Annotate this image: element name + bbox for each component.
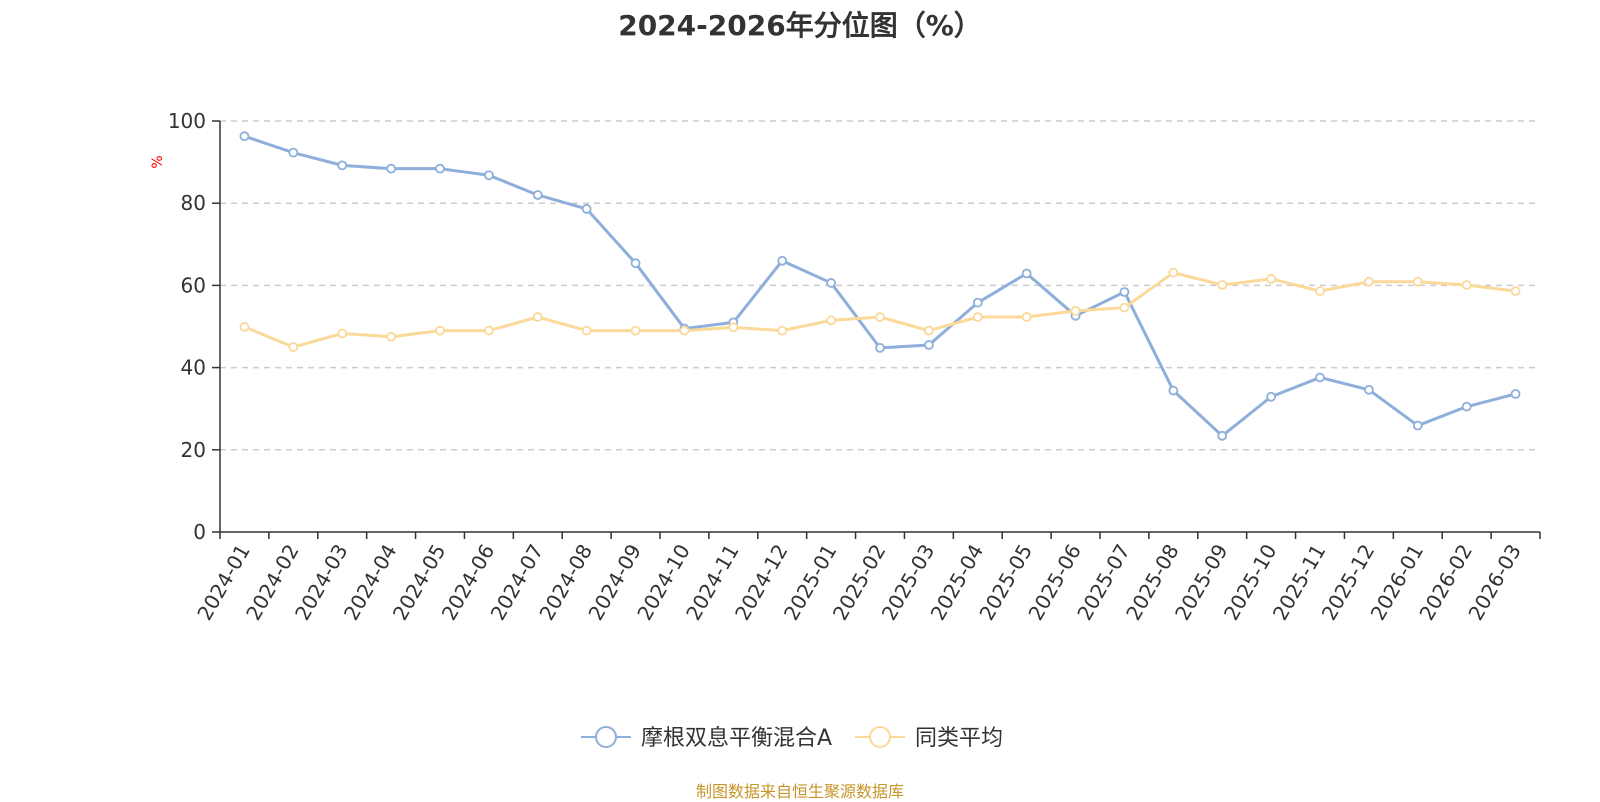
legend-label: 摩根双息平衡混合A: [641, 726, 832, 751]
data-point: [1461, 401, 1472, 412]
y-tick-label: 80: [181, 191, 206, 215]
data-point: [435, 163, 445, 174]
data-point: [1119, 287, 1130, 297]
series-line-1: [243, 271, 1516, 349]
source-note: 制图数据来自恒生聚源数据库: [695, 782, 904, 801]
chart-title: 2024-2026年分位图（%）: [618, 9, 982, 42]
y-tick-label: 20: [181, 438, 206, 462]
data-point: [386, 331, 397, 342]
data-point: [1363, 276, 1374, 287]
data-point: [288, 147, 299, 158]
data-point: [1119, 302, 1130, 313]
data-point: [728, 322, 739, 333]
data-point: [239, 322, 250, 332]
data-point: [1168, 385, 1179, 396]
data-point: [1315, 372, 1325, 383]
data-point: [288, 342, 299, 352]
data-point: [630, 258, 641, 269]
data-point: [1266, 391, 1277, 402]
data-point: [875, 342, 885, 353]
data-point: [826, 278, 837, 288]
data-point: [1217, 430, 1228, 441]
data-point: [923, 325, 934, 336]
y-tick-label: 100: [168, 109, 206, 133]
data-point: [972, 297, 983, 308]
data-point: [826, 315, 837, 326]
data-point: [777, 325, 788, 336]
legend-marker: [869, 726, 891, 748]
data-point: [1510, 286, 1521, 297]
data-point: [1070, 305, 1081, 316]
legend-marker: [595, 726, 617, 748]
data-point: [777, 255, 788, 266]
data-point: [532, 312, 543, 322]
data-point: [1510, 389, 1521, 399]
data-point: [972, 312, 983, 322]
data-point: [1315, 286, 1325, 297]
data-point: [679, 325, 690, 336]
data-point: [239, 131, 250, 142]
data-point: [1217, 280, 1228, 290]
y-tick-label: 60: [181, 273, 206, 297]
data-point: [435, 325, 445, 336]
data-point: [337, 328, 348, 339]
legend: 摩根双息平衡混合A 同类平均: [581, 726, 1003, 751]
data-point: [581, 325, 592, 336]
data-point: [337, 160, 348, 171]
data-point: [1021, 268, 1032, 279]
legend-label: 同类平均: [915, 726, 1003, 751]
data-point: [923, 340, 934, 350]
grid-lines: [220, 120, 1540, 451]
data-point: [1412, 420, 1423, 431]
data-point: [1461, 280, 1472, 290]
data-point: [483, 325, 494, 336]
data-point: [532, 190, 543, 200]
data-point: [630, 325, 641, 336]
data-point: [875, 312, 885, 322]
data-point: [483, 170, 494, 181]
data-point: [1363, 384, 1374, 395]
y-tick-label: 40: [181, 356, 206, 380]
series-lines: [239, 131, 1521, 441]
y-tick-label: 0: [193, 520, 206, 544]
data-point: [1168, 267, 1179, 278]
axes: 020406080100%2024-012024-022024-032024-0…: [150, 109, 1541, 624]
data-point: [581, 204, 592, 214]
data-point: [1266, 273, 1277, 284]
data-point: [1412, 276, 1423, 287]
y-axis-label: %: [150, 155, 166, 168]
data-point: [386, 163, 397, 174]
data-point: [1021, 312, 1032, 322]
